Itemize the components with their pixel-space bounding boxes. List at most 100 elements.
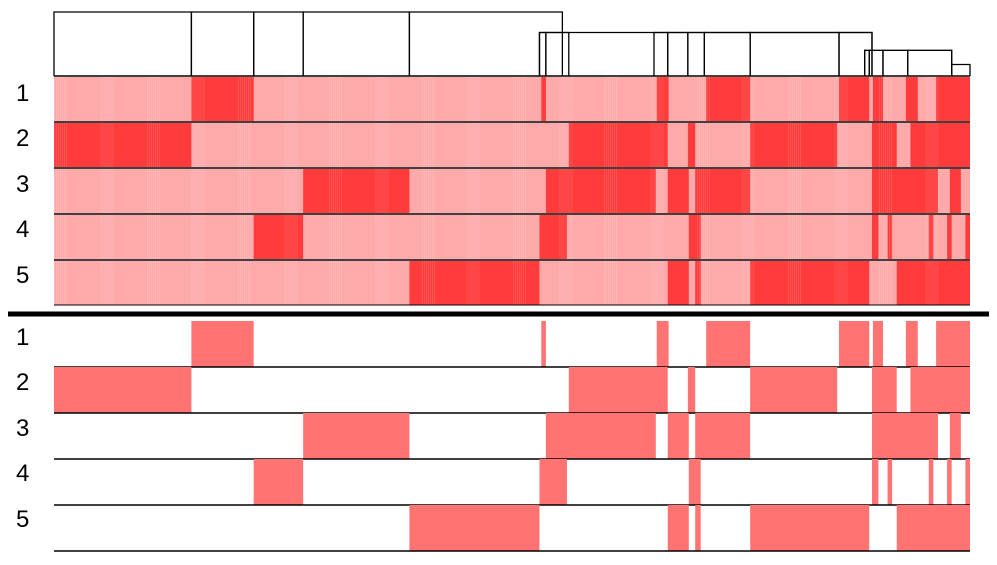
heatmap-texture-stripe bbox=[250, 169, 251, 213]
heatmap-texture-stripe bbox=[925, 77, 927, 121]
heatmap-texture-stripe bbox=[889, 261, 890, 305]
heatmap-texture-stripe bbox=[470, 123, 472, 167]
heatmap-texture-stripe bbox=[195, 261, 197, 305]
heatmap-texture-stripe bbox=[610, 123, 611, 167]
heatmap-texture-stripe bbox=[523, 261, 524, 305]
heatmap-texture-stripe bbox=[331, 169, 332, 213]
heatmap-texture-stripe bbox=[294, 123, 296, 167]
heatmap-texture-stripe bbox=[515, 123, 516, 167]
heatmap-texture-stripe bbox=[559, 77, 561, 121]
heatmap-texture-stripe bbox=[616, 169, 617, 213]
heatmap-texture-stripe bbox=[335, 169, 336, 213]
heatmap-texture-stripe bbox=[476, 169, 478, 213]
heatmap-texture-stripe bbox=[153, 123, 154, 167]
heatmap-texture-stripe bbox=[741, 123, 743, 167]
heatmap-segment bbox=[947, 215, 952, 259]
heatmap-texture-stripe bbox=[335, 215, 336, 259]
heatmap-texture-stripe bbox=[927, 123, 929, 167]
heatmap-texture-stripe bbox=[375, 123, 377, 167]
heatmap-texture-stripe bbox=[697, 215, 698, 259]
heatmap-texture-stripe bbox=[62, 123, 63, 167]
heatmap-texture-stripe bbox=[242, 261, 243, 305]
heatmap-texture-stripe bbox=[749, 261, 751, 305]
heatmap-texture-stripe bbox=[650, 261, 652, 305]
heatmap-texture-stripe bbox=[238, 77, 239, 121]
heatmap-texture-stripe bbox=[699, 123, 700, 167]
heatmap-texture-stripe bbox=[747, 123, 749, 167]
heatmap-texture-stripe bbox=[887, 215, 888, 259]
heatmap-texture-stripe bbox=[424, 215, 425, 259]
heatmap-texture-stripe bbox=[743, 169, 745, 213]
heatmap-texture-stripe bbox=[466, 261, 468, 305]
heatmap-texture-stripe bbox=[240, 123, 241, 167]
heatmap-texture-stripe bbox=[794, 261, 795, 305]
heatmap-texture-stripe bbox=[563, 261, 565, 305]
heatmap-texture-stripe bbox=[296, 77, 298, 121]
heatmap-texture-stripe bbox=[104, 169, 106, 213]
heatmap-texture-stripe bbox=[879, 215, 880, 259]
heatmap-texture-stripe bbox=[519, 123, 520, 167]
heatmap-texture-stripe bbox=[561, 215, 563, 259]
heatmap-texture-stripe bbox=[424, 261, 425, 305]
heatmap-texture-stripe bbox=[335, 77, 336, 121]
heatmap-texture-stripe bbox=[248, 261, 249, 305]
heatmap-texture-stripe bbox=[745, 261, 747, 305]
heatmap-texture-stripe bbox=[478, 169, 480, 213]
heatmap-texture-stripe bbox=[100, 77, 102, 121]
heatmap-texture-stripe bbox=[571, 215, 573, 259]
binary-segment bbox=[667, 505, 689, 551]
binary-segment bbox=[667, 413, 689, 459]
heatmap-texture-stripe bbox=[430, 123, 431, 167]
heatmap-texture-stripe bbox=[931, 261, 933, 305]
heatmap-texture-stripe bbox=[929, 123, 931, 167]
heatmap-texture-stripe bbox=[881, 261, 882, 305]
dendrogram-link-0 bbox=[53, 11, 193, 76]
heatmap-segment bbox=[409, 261, 540, 305]
heatmap-texture-stripe bbox=[883, 77, 884, 121]
heatmap-texture-stripe bbox=[753, 261, 755, 305]
heatmap-texture-stripe bbox=[157, 261, 158, 305]
heatmap-texture-stripe bbox=[246, 123, 247, 167]
heatmap-texture-stripe bbox=[108, 77, 110, 121]
heatmap-texture-stripe bbox=[244, 215, 245, 259]
heatmap-texture-stripe bbox=[561, 169, 563, 213]
heatmap-texture-stripe bbox=[246, 77, 247, 121]
heatmap-texture-stripe bbox=[571, 169, 573, 213]
heatmap-texture-stripe bbox=[377, 77, 379, 121]
heatmap-texture-stripe bbox=[652, 261, 654, 305]
heatmap-texture-stripe bbox=[250, 123, 251, 167]
heatmap-texture-stripe bbox=[201, 77, 203, 121]
heatmap-texture-stripe bbox=[108, 261, 110, 305]
heatmap-texture-stripe bbox=[652, 169, 654, 213]
heatmap-texture-stripe bbox=[604, 123, 605, 167]
heatmap-texture-stripe bbox=[108, 123, 110, 167]
heatmap-texture-stripe bbox=[329, 123, 330, 167]
heatmap-texture-stripe bbox=[935, 215, 937, 259]
heatmap-texture-stripe bbox=[604, 215, 605, 259]
heatmap-texture-stripe bbox=[147, 123, 148, 167]
heatmap-texture-stripe bbox=[794, 169, 795, 213]
heatmap-texture-stripe bbox=[248, 123, 249, 167]
heatmap-texture-stripe bbox=[159, 215, 160, 259]
heatmap-texture-stripe bbox=[834, 261, 836, 305]
heatmap-texture-stripe bbox=[292, 261, 294, 305]
heatmap-texture-stripe bbox=[697, 261, 698, 305]
heatmap-texture-stripe bbox=[662, 261, 664, 305]
heatmap-segment bbox=[750, 123, 838, 167]
heatmap-texture-stripe bbox=[743, 77, 745, 121]
heatmap-texture-stripe bbox=[387, 77, 389, 121]
binary-segment bbox=[936, 321, 970, 367]
heatmap-texture-stripe bbox=[288, 169, 290, 213]
heatmap-texture-stripe bbox=[614, 169, 615, 213]
heatmap-texture-stripe bbox=[842, 261, 844, 305]
heatmap-texture-stripe bbox=[337, 123, 338, 167]
heatmap-texture-stripe bbox=[385, 261, 387, 305]
heatmap-texture-stripe bbox=[195, 123, 197, 167]
heatmap-texture-stripe bbox=[195, 215, 197, 259]
heatmap-texture-stripe bbox=[743, 123, 745, 167]
heatmap-texture-stripe bbox=[296, 261, 298, 305]
heatmap-texture-stripe bbox=[840, 77, 842, 121]
heatmap-texture-stripe bbox=[199, 261, 201, 305]
heatmap-texture-stripe bbox=[838, 123, 840, 167]
binary-segment bbox=[965, 459, 970, 505]
